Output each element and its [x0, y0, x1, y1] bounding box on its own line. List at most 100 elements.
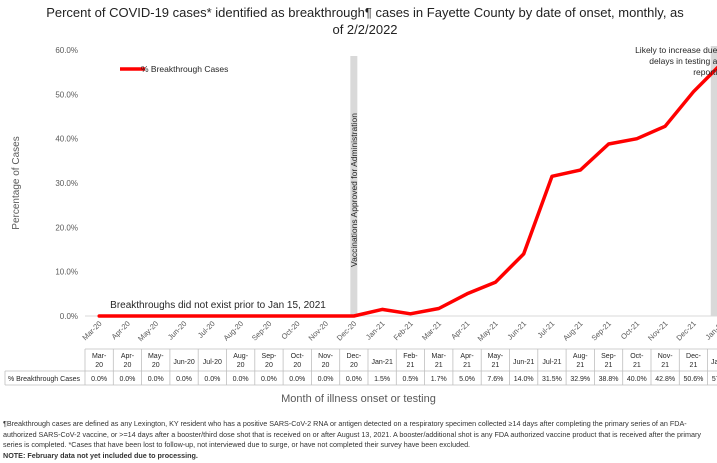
x-tick-label: Sep-20 [250, 319, 273, 342]
table-value-cell: 0.0% [176, 376, 192, 383]
x-axis-title: Month of illness onset or testing [281, 393, 436, 405]
table-value-cell: 57.0% [712, 376, 717, 383]
table-header-cell: Dec- 20 [346, 353, 361, 369]
table-header-cell: Feb- 21 [403, 353, 418, 369]
vaccination-annotation: Vaccinations Approved for Administration [349, 113, 359, 267]
table-value-cell: 50.6% [684, 376, 704, 383]
table-header-cell: Mar- 20 [92, 353, 107, 369]
data-point [353, 315, 355, 317]
table-header-line: 21 [435, 362, 443, 369]
table-header-cell: May- 21 [488, 353, 504, 369]
table-header-line: 20 [237, 362, 245, 369]
data-point [154, 315, 157, 317]
x-tick-label: Aug-21 [561, 319, 584, 342]
table-value-cell: 1.7% [431, 376, 447, 383]
data-point [607, 143, 610, 145]
x-tick-label: Feb-21 [392, 319, 415, 342]
x-tick-label: Oct-21 [619, 319, 641, 341]
chart-title: Percent of COVID-19 cases* identified as… [46, 5, 684, 37]
table-header-line: Sep- [601, 353, 616, 360]
x-tick-label: Mar-21 [420, 319, 443, 342]
table-header-line: 21 [576, 362, 584, 369]
reporting-annotation-line: reporting [693, 67, 717, 77]
table-header-cell: Dec- 21 [686, 353, 701, 369]
x-tick-label: Sep-21 [589, 319, 612, 342]
data-point [636, 137, 638, 140]
table-value-cell: 0.0% [233, 376, 249, 383]
table-header-line: 20 [293, 362, 301, 369]
table-header-line: Jun-21 [513, 359, 535, 366]
table-header-cell: Oct- 20 [291, 353, 305, 369]
line-chart: 0.0% 10.0% 20.0% 30.0% 40.0% 50.0% 60.0% Percen… [4, 45, 717, 386]
data-point [579, 169, 582, 171]
table-header-line: May- [148, 353, 164, 360]
table-header-line: Dec- [346, 353, 361, 360]
footnote-text: ¶Breakthrough cases are defined as any L… [3, 419, 701, 449]
table-header-cell: Jun-20 [173, 359, 195, 366]
footnote-note: NOTE: February data not yet included due… [3, 450, 198, 460]
table-header-line: 20 [265, 362, 273, 369]
data-point [551, 175, 553, 178]
y-tick-label: 0.0% [60, 312, 78, 321]
x-tick-label: Apr-20 [110, 319, 132, 341]
table-header-line: Jul-21 [542, 359, 561, 366]
x-tick-label: Jun-20 [166, 319, 189, 342]
vaccination-band [350, 56, 358, 316]
table-header-line: 20 [350, 362, 358, 369]
table-header-line: Mar- [92, 353, 107, 360]
y-tick-label: 20.0% [55, 223, 78, 232]
table-header-line: Oct- [291, 353, 305, 360]
data-point [296, 315, 299, 317]
table-header-line: 21 [407, 362, 415, 369]
table-header-cell: Jul-21 [542, 359, 561, 366]
x-tick-label: Jul-21 [536, 319, 557, 340]
table-value-cell: 42.8% [655, 376, 675, 383]
data-point [183, 315, 185, 317]
x-tick-label: Jan-22 [704, 319, 717, 342]
reporting-annotation-line: Likely to increase due to [635, 45, 717, 55]
x-tick-label: Apr-21 [449, 319, 471, 341]
table-header-line: Dec- [686, 353, 701, 360]
data-point [466, 293, 468, 295]
data-point [437, 307, 440, 310]
x-tick-label: Jan-21 [364, 319, 387, 342]
table-header-line: Nov- [318, 353, 333, 360]
table-header-line: 21 [463, 362, 471, 369]
series-line-breakthrough [97, 65, 717, 318]
y-axis-title: Percentage of Cases [11, 136, 22, 229]
table-header-cell: Apr- 21 [460, 353, 474, 369]
table-header-cell: Sep- 20 [262, 353, 277, 369]
table-value-cell: 31.5% [542, 376, 562, 383]
table-header-line: 20 [124, 362, 132, 369]
table-header-line: Apr- [121, 353, 135, 360]
table-value-cell: 0.5% [402, 376, 418, 383]
table-header-cell: May- 20 [148, 353, 164, 369]
table-header-line: 20 [152, 362, 160, 369]
table-header-line: 21 [661, 362, 669, 369]
table-header-line: 21 [491, 362, 499, 369]
table-header-line: 20 [322, 362, 330, 369]
table-header-cell: Aug- 20 [233, 353, 248, 369]
table-value-cell: 1.5% [374, 376, 390, 383]
table-header-cell: Jan-22 [711, 359, 717, 366]
table-header-cell: Nov- 21 [658, 353, 673, 369]
table-value-cell: 0.0% [204, 376, 220, 383]
x-tick-label: Jun-21 [505, 319, 528, 342]
y-tick-label: 60.0% [55, 46, 78, 55]
table-header-cell: Jun-21 [513, 359, 535, 366]
y-tick-label: 50.0% [55, 90, 78, 99]
table-header-line: May- [488, 353, 504, 360]
table-header-line: Apr- [460, 353, 474, 360]
x-tick-label: Dec-21 [674, 319, 697, 342]
table-value-cell: 0.0% [289, 376, 305, 383]
table-header-cell: Mar- 21 [432, 353, 447, 369]
table-value-cell: 32.9% [570, 376, 590, 383]
table-header-cell: Sep- 21 [601, 353, 616, 369]
data-point [409, 312, 412, 315]
data-point [664, 125, 666, 128]
data-point [211, 315, 214, 317]
table-header-cell: Oct- 21 [630, 353, 644, 369]
table-header-cell: Jan-21 [371, 359, 393, 366]
table-header-line: Mar- [432, 353, 447, 360]
table-header-cell: Aug- 21 [573, 353, 588, 369]
